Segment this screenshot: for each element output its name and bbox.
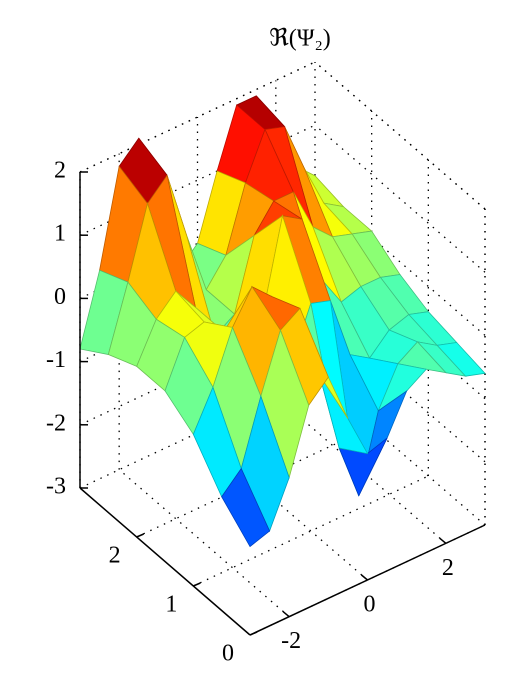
tick-mark [249,631,258,636]
tick-mark [193,582,201,587]
z-tick-label: 2 [54,158,66,184]
x-tick-label: 2 [442,555,454,581]
y-tick-label: 1 [165,592,177,618]
surface-patch [221,467,271,548]
z-tick-label: -1 [46,347,66,373]
y-tick-label: 2 [109,543,121,569]
z-tick-label: -3 [46,474,66,500]
z-tick-label: 1 [54,221,66,247]
x-tick-label: 0 [364,592,376,618]
box-edge [314,61,486,210]
y-tick-label: 0 [222,641,234,667]
tick-mark [136,533,144,538]
chart-title: ℜ(Ψ₂) [269,26,331,52]
grid-line [314,61,486,210]
z-tick-label: 0 [54,284,66,310]
y-axis [79,487,251,636]
tick-mark [361,574,368,581]
tick-mark [282,611,290,618]
tick-mark [439,537,447,544]
z-tick-label: -2 [46,410,66,436]
x-tick-label: -2 [281,628,301,654]
